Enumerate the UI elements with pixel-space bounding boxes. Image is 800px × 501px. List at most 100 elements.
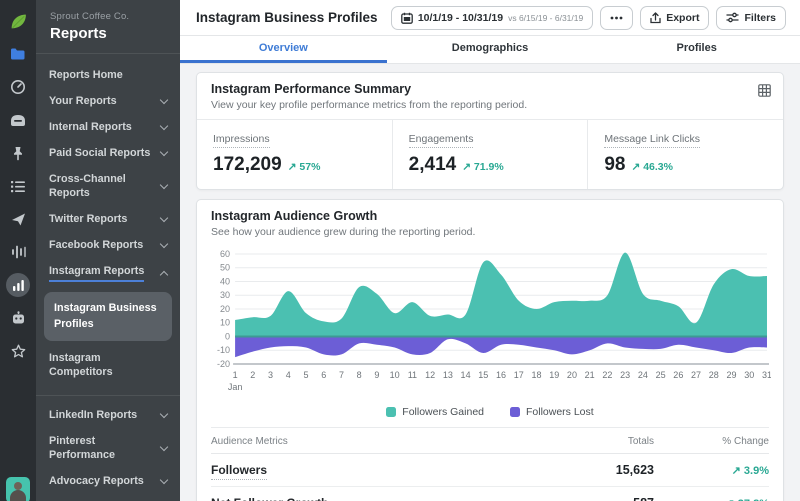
chevron-down-icon	[159, 180, 169, 190]
summary-card-subtitle: View your key profile performance metric…	[211, 99, 528, 111]
x-tick-label: 29	[727, 370, 737, 380]
table-row-followers[interactable]: Followers 15,623 ↗ 3.9%	[211, 454, 769, 487]
star-icon[interactable]	[6, 339, 30, 363]
table-view-icon[interactable]	[758, 84, 771, 102]
sidebar-item-label: LinkedIn Reports	[49, 408, 138, 421]
metric-change: ↗ 57%	[287, 161, 321, 173]
x-tick-label: 25	[656, 370, 666, 380]
sidebar-item-cross-channel-reports[interactable]: Cross-Channel Reports	[36, 166, 180, 206]
sidebar-item-your-reports[interactable]: Your Reports	[36, 88, 180, 114]
folder-icon[interactable]	[6, 42, 30, 66]
levels-icon[interactable]	[6, 240, 30, 264]
sidebar-item-customize-branding[interactable]: Customize Branding	[36, 494, 180, 501]
row-metric-label[interactable]: Followers	[211, 463, 268, 480]
sidebar-item-label: Paid Social Reports	[49, 147, 151, 160]
sidebar-item-twitter-reports[interactable]: Twitter Reports	[36, 206, 180, 232]
y-tick-label: 20	[220, 304, 230, 314]
bar-chart-icon[interactable]	[6, 273, 30, 297]
x-tick-label: 11	[408, 370, 417, 380]
tab-profiles[interactable]: Profiles	[676, 42, 717, 54]
sidebar-item-linkedin-reports[interactable]: LinkedIn Reports	[36, 394, 180, 428]
user-avatar[interactable]	[6, 477, 30, 501]
metric-label[interactable]: Engagements	[408, 133, 474, 148]
filters-button[interactable]: Filters	[716, 5, 786, 30]
export-label: Export	[666, 11, 700, 24]
column-totals: Totals	[627, 436, 654, 447]
x-tick-label: 1	[233, 370, 238, 380]
x-tick-label: 17	[514, 370, 524, 380]
x-tick-labels: 1 2 3 4 5 6 7 8 9 10 11 12 13 14 15 16 17 18 19 20 21 22 23 24 2…	[228, 370, 772, 392]
gained-swatch-icon	[386, 407, 397, 417]
table-row-net-follower-growth[interactable]: Net Follower Growth 587 ↗ 37.8%	[211, 487, 769, 501]
sidebar-item-reports-home[interactable]: Reports Home	[36, 62, 180, 88]
tab-demographics[interactable]: Demographics	[451, 42, 529, 54]
sidebar-item-list: Reports Home Your Reports Internal Reports…	[36, 54, 180, 501]
date-range-button[interactable]: 10/1/19 - 10/31/19 vs 6/15/19 - 6/31/19	[390, 5, 594, 30]
x-tick-label: 28	[709, 370, 719, 380]
y-tick-label: 40	[220, 277, 230, 287]
chart-wrapper: 60 50 40 30 20 10 0 -10 -20 1 2 3 4 5 6 7 8 9 10 11 12 13 14 15…	[197, 246, 783, 399]
sidebar-item-label: Cross-Channel Reports	[49, 173, 126, 200]
header-actions: 10/1/19 - 10/31/19 vs 6/15/19 - 6/31/19 …	[390, 5, 786, 30]
pin-icon[interactable]	[6, 141, 30, 165]
sidebar-item-internal-reports[interactable]: Internal Reports	[36, 114, 180, 140]
chevron-down-icon	[159, 147, 169, 157]
chevron-down-icon	[159, 239, 169, 249]
row-metric-label[interactable]: Net Follower Growth	[211, 496, 329, 501]
sidebar-item-paid-social-reports[interactable]: Paid Social Reports	[36, 140, 180, 166]
more-options-button[interactable]	[600, 5, 634, 30]
metric-label[interactable]: Message Link Clicks	[604, 133, 701, 148]
x-tick-label: 12	[425, 370, 435, 380]
sidebar-item-label: Instagram Business Profiles	[54, 302, 157, 331]
sidebar-item-label: Instagram Reports	[49, 264, 145, 283]
metric-value: 98	[604, 154, 626, 175]
paper-plane-icon[interactable]	[6, 207, 30, 231]
legend-label: Followers Gained	[402, 406, 484, 418]
date-range-primary: 10/1/19 - 10/31/19	[417, 11, 504, 24]
sidebar-item-label: Twitter Reports	[49, 213, 128, 226]
column-audience-metrics: Audience Metrics	[211, 436, 288, 447]
x-tick-label: 8	[357, 370, 362, 380]
gauge-icon[interactable]	[6, 75, 30, 99]
audience-growth-card: Instagram Audience Growth See how your a…	[196, 199, 784, 501]
sidebar-item-instagram-business-profiles[interactable]: Instagram Business Profiles	[44, 292, 172, 341]
x-tick-label: 30	[744, 370, 754, 380]
row-total: 15,623	[615, 463, 654, 477]
lost-swatch-icon	[510, 407, 520, 417]
x-tick-label: 16	[496, 370, 506, 380]
metric-value: 172,209	[213, 154, 282, 175]
bot-icon[interactable]	[6, 306, 30, 330]
main-panel: Instagram Business Profiles 10/1/19 - 10…	[180, 0, 800, 501]
row-change: ↗ 3.9%	[731, 464, 769, 477]
sidebar-item-advocacy-reports[interactable]: Advocacy Reports	[36, 468, 180, 494]
performance-summary-card: Instagram Performance Summary View your …	[196, 72, 784, 190]
sidebar-item-instagram-reports[interactable]: Instagram Reports	[36, 258, 180, 288]
chart-legend: Followers Gained Followers Lost	[197, 399, 783, 427]
x-tick-label: 21	[585, 370, 595, 380]
chevron-down-icon	[159, 475, 169, 485]
x-tick-label: 2	[250, 370, 255, 380]
tab-overview[interactable]: Overview	[180, 36, 387, 63]
y-tick-label: 50	[220, 263, 230, 273]
x-tick-label: 24	[638, 370, 648, 380]
y-tick-label: 30	[220, 290, 230, 300]
sprout-logo-icon[interactable]	[6, 9, 30, 33]
avatar-body-shape	[10, 490, 26, 501]
metric-label[interactable]: Impressions	[213, 133, 270, 148]
sidebar-item-pinterest-performance[interactable]: Pinterest Performance	[36, 428, 180, 468]
metric-change: ↗ 46.3%	[631, 161, 673, 173]
x-tick-label: 31	[762, 370, 771, 380]
legend-followers-gained[interactable]: Followers Gained	[386, 406, 484, 418]
sidebar-item-label: Instagram Competitors	[49, 351, 113, 378]
inbox-icon[interactable]	[6, 108, 30, 132]
sidebar-item-instagram-competitors[interactable]: Instagram Competitors	[36, 345, 180, 385]
growth-card-title: Instagram Audience Growth	[211, 209, 378, 223]
x-tick-label: 26	[673, 370, 683, 380]
metric-change: ↗ 71.9%	[462, 161, 504, 173]
x-tick-label: 7	[339, 370, 344, 380]
sidebar-item-facebook-reports[interactable]: Facebook Reports	[36, 232, 180, 258]
legend-followers-lost[interactable]: Followers Lost	[510, 406, 594, 418]
sidebar-item-label: Internal Reports	[49, 121, 132, 134]
list-icon[interactable]	[6, 174, 30, 198]
export-button[interactable]: Export	[640, 5, 710, 30]
